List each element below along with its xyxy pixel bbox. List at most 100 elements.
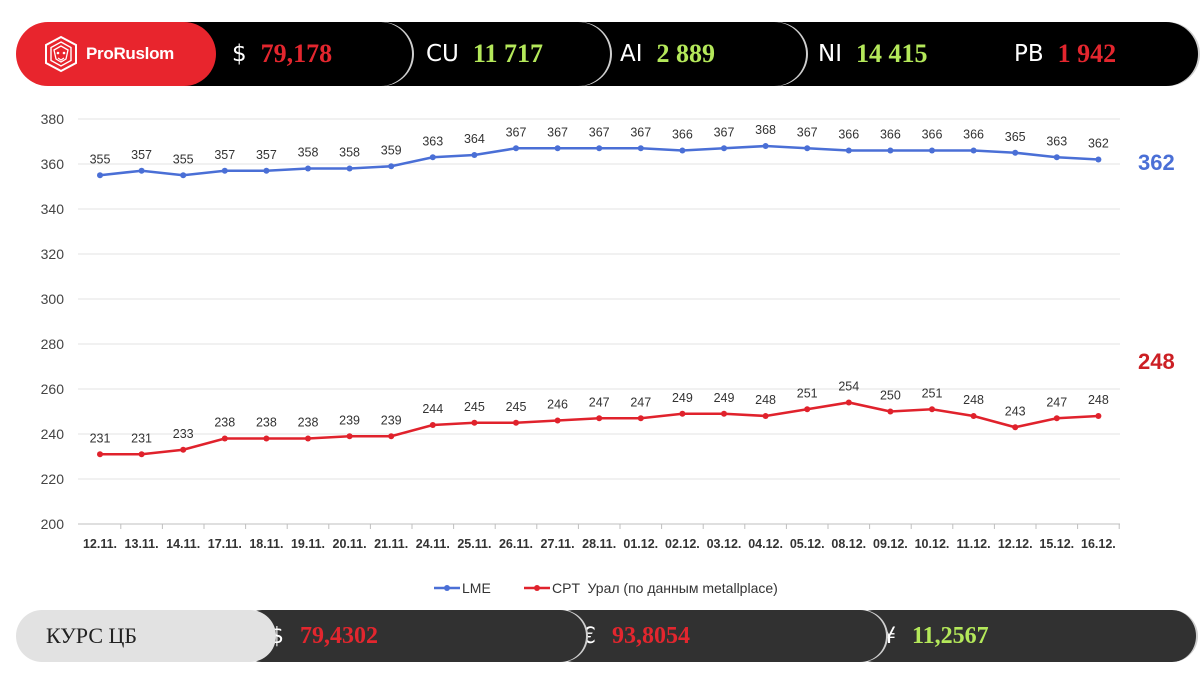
y-tick-label: 360 — [41, 156, 65, 172]
data-label: 366 — [838, 128, 859, 142]
x-tick-label: 12.12. — [998, 537, 1033, 551]
data-label: 245 — [464, 400, 485, 414]
price-ticker: NI 14 415 PB 1 942 AI 2 889 CU 11 717 $ … — [16, 22, 1198, 86]
data-point — [180, 172, 187, 179]
data-label: 250 — [880, 389, 901, 403]
data-label: 245 — [506, 400, 527, 414]
data-label: 363 — [422, 134, 443, 148]
chart-legend: LME CPT Урал (по данным metallplace) — [434, 580, 778, 596]
data-point — [721, 410, 727, 417]
data-point — [596, 415, 603, 422]
x-tick-label: 09.12. — [873, 537, 908, 551]
data-point — [429, 154, 436, 161]
data-point — [721, 145, 727, 152]
data-point — [471, 419, 478, 426]
data-label: 357 — [131, 148, 152, 162]
y-tick-label: 300 — [41, 291, 65, 307]
data-label: 358 — [339, 146, 360, 160]
price-chart: 200 220 240 260 280 300 320 340 360 380 12.11. 13.… — [41, 111, 1120, 596]
data-label: 357 — [214, 148, 235, 162]
data-point — [346, 433, 353, 440]
brand-name: ProRuslom — [86, 44, 174, 63]
legend-cpt-marker — [534, 585, 540, 591]
data-label: 359 — [381, 143, 402, 157]
x-tick-label: 19.11. — [291, 537, 325, 551]
data-label: 366 — [672, 128, 693, 142]
data-label: 238 — [214, 416, 235, 430]
data-label: 366 — [922, 128, 943, 142]
y-tick-label: 320 — [41, 246, 65, 262]
data-label: 358 — [298, 146, 319, 160]
data-point — [429, 422, 436, 428]
data-label: 357 — [256, 148, 277, 162]
data-label: 365 — [1005, 130, 1026, 144]
data-point — [1012, 149, 1019, 156]
data-point — [804, 406, 811, 413]
data-point — [1012, 424, 1019, 431]
data-label: 366 — [963, 128, 984, 142]
y-tick-label: 380 — [41, 111, 65, 127]
data-point — [929, 147, 935, 154]
data-point — [221, 435, 228, 442]
data-label: 355 — [173, 152, 194, 166]
ticker-value-cu: 11 717 — [472, 39, 543, 68]
data-point — [388, 433, 395, 440]
data-label: 247 — [1046, 395, 1067, 409]
data-label: 238 — [298, 416, 319, 430]
x-tick-label: 16.12. — [1081, 537, 1116, 551]
data-point — [513, 419, 519, 426]
data-point — [1095, 156, 1102, 163]
data-label: 231 — [131, 431, 152, 445]
data-label: 248 — [963, 393, 984, 407]
data-label: 251 — [797, 386, 818, 400]
x-tick-label: 15.12. — [1039, 537, 1074, 551]
data-point — [1095, 413, 1102, 419]
data-point — [305, 435, 311, 442]
y-tick-label: 220 — [41, 471, 65, 487]
data-label: 249 — [672, 391, 693, 405]
brand-logo[interactable]: ProRuslom — [16, 22, 216, 86]
rate-value-cny: 11,2567 — [912, 622, 989, 649]
x-tick-label: 14.11. — [166, 537, 200, 551]
data-point — [138, 451, 145, 458]
data-label: 367 — [506, 125, 527, 139]
data-point — [637, 415, 644, 422]
data-label: 367 — [797, 125, 818, 139]
x-tick-label: 12.11. — [83, 537, 117, 551]
x-tick-label: 10.12. — [915, 537, 950, 551]
data-label: 233 — [173, 427, 194, 441]
x-tick-label: 26.11. — [499, 537, 533, 551]
ticker-segment-cu: CU 11 717 — [376, 22, 610, 86]
x-tick-label: 24.11. — [416, 537, 450, 551]
series-line-cpt — [100, 401, 1099, 456]
data-label: 254 — [838, 380, 859, 394]
x-tick-label: 17.11. — [208, 537, 242, 551]
x-tick-label: 02.12. — [665, 537, 700, 551]
data-label: 231 — [90, 431, 111, 445]
data-label: 364 — [464, 132, 485, 146]
data-point — [804, 145, 811, 152]
rate-segment-cny: ¥ 11,2567 — [848, 610, 1198, 662]
data-point — [263, 435, 270, 442]
data-label: 368 — [755, 123, 776, 137]
data-label: 367 — [547, 125, 568, 139]
x-tick-label: 13.11. — [125, 537, 159, 551]
legend-lme-label: LME — [462, 580, 491, 596]
x-tick-label: 28.11. — [582, 537, 616, 551]
data-label: 244 — [422, 402, 443, 416]
ticker-value-ni: 14 415 — [856, 39, 928, 68]
data-point — [221, 167, 228, 174]
data-label: 362 — [1088, 137, 1109, 151]
ticker-symbol-ai: AI — [620, 41, 643, 67]
data-point — [471, 152, 478, 158]
data-label: 248 — [1088, 393, 1109, 407]
data-label: 246 — [547, 398, 568, 412]
y-tick-label: 200 — [41, 516, 65, 532]
data-point — [180, 446, 187, 453]
data-label: 355 — [90, 152, 111, 166]
y-tick-label: 240 — [41, 426, 65, 442]
data-label: 247 — [589, 395, 610, 409]
data-label: 367 — [630, 125, 651, 139]
data-point — [305, 165, 311, 172]
cpt-last-value: 248 — [1138, 349, 1175, 374]
